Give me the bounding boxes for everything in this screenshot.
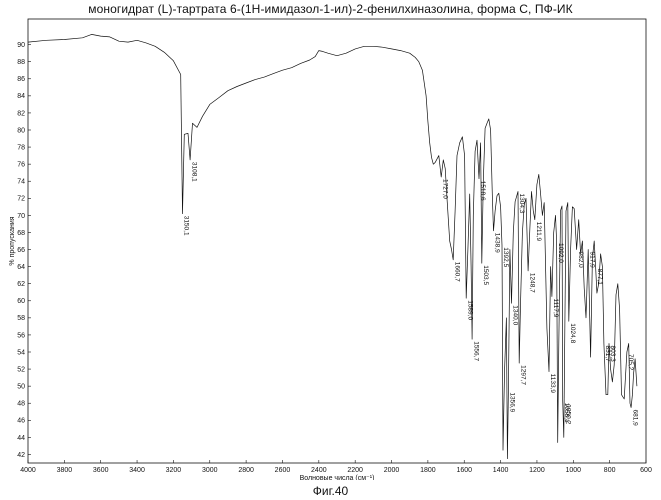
peak-label: 1392,5 xyxy=(502,247,509,267)
x-tick-label: 3800 xyxy=(57,467,73,474)
y-tick-label: 42 xyxy=(17,452,25,459)
peak-label: 1092,0 xyxy=(557,243,564,263)
x-tick-label: 1000 xyxy=(566,467,582,474)
peak-label: 917,9 xyxy=(588,252,595,269)
x-tick-label: 2000 xyxy=(384,467,400,474)
y-tick-label: 86 xyxy=(17,76,25,83)
ir-spectrum-chart: 42 44 46 48 50 52 54 56 58 60 62 64 66 68 70 72 74 76 78 80… xyxy=(0,0,661,480)
x-tick-label: 2400 xyxy=(311,467,327,474)
peak-label: 877,1 xyxy=(596,269,603,286)
y-tick-label: 68 xyxy=(17,230,25,237)
peak-label: 982,0 xyxy=(577,252,584,269)
y-tick-label: 58 xyxy=(17,315,25,322)
peak-label: 1518,6 xyxy=(479,181,486,201)
peak-label: 1727,0 xyxy=(441,179,448,199)
x-tick-label: 1200 xyxy=(529,467,545,474)
y-tick-label: 70 xyxy=(17,213,25,220)
x-tick-label: 1400 xyxy=(493,467,509,474)
x-tick-label: 1800 xyxy=(420,467,436,474)
x-tick-label: 1600 xyxy=(456,467,472,474)
peak-label: 1503,5 xyxy=(482,265,489,285)
y-tick-label: 64 xyxy=(17,264,25,271)
y-tick-label: 84 xyxy=(17,93,25,100)
y-tick-label: 76 xyxy=(17,162,25,169)
y-tick-label: 66 xyxy=(17,247,25,254)
peak-label: 1438,9 xyxy=(494,233,501,253)
x-tick-label: 2600 xyxy=(275,467,291,474)
x-tick-label: 2200 xyxy=(347,467,363,474)
peak-label: 1340,0 xyxy=(512,305,519,325)
y-tick-label: 56 xyxy=(17,332,25,339)
y-tick-label: 82 xyxy=(17,110,25,117)
y-tick-label: 72 xyxy=(17,196,25,203)
peak-label: 1050,2 xyxy=(564,404,571,424)
peak-label: 1024,8 xyxy=(569,323,576,343)
peak-label: 1211,9 xyxy=(535,222,542,242)
x-tick-label: 3200 xyxy=(166,467,182,474)
y-tick-label: 80 xyxy=(17,127,25,134)
peak-label: 1133,9 xyxy=(549,374,556,394)
peak-label: 1356,9 xyxy=(509,392,516,412)
x-tick-label: 800 xyxy=(604,467,616,474)
peak-label: 1248,7 xyxy=(528,273,535,293)
peak-label: 1117,9 xyxy=(552,299,559,318)
y-tick-label: 90 xyxy=(17,42,25,49)
peak-label: 3108,1 xyxy=(190,162,197,182)
x-axis-label: Волновые числа (см⁻¹) xyxy=(300,475,375,480)
peak-label: 1304,3 xyxy=(518,194,525,214)
x-tick-label: 4000 xyxy=(20,467,36,474)
peak-label: 1589,0 xyxy=(466,300,473,320)
peak-label: 1297,7 xyxy=(519,365,526,385)
peak-label: 1660,7 xyxy=(453,262,460,282)
peak-label: 681,9 xyxy=(631,410,638,427)
x-tick-label: 3400 xyxy=(129,467,145,474)
y-tick-label: 50 xyxy=(17,384,25,391)
y-axis-label: % пропускания xyxy=(9,216,16,265)
y-tick-label: 48 xyxy=(17,401,25,408)
peak-label: 3150,1 xyxy=(183,216,190,236)
y-tick-label: 54 xyxy=(17,349,25,356)
y-tick-label: 62 xyxy=(17,281,25,288)
y-tick-label: 88 xyxy=(17,59,25,66)
y-tick-label: 74 xyxy=(17,179,25,186)
y-tick-label: 46 xyxy=(17,418,25,425)
y-tick-label: 78 xyxy=(17,144,25,151)
x-tick-label: 2800 xyxy=(238,467,254,474)
figure-caption: Фиг.40 xyxy=(0,484,661,498)
peak-label: 1556,7 xyxy=(472,341,479,361)
x-tick-label: 3600 xyxy=(93,467,109,474)
y-tick-label: 52 xyxy=(17,366,25,373)
y-tick-label: 60 xyxy=(17,298,25,305)
peak-label: 803,3 xyxy=(609,346,616,363)
x-tick-label: 600 xyxy=(640,467,652,474)
x-tick-label: 3000 xyxy=(202,467,218,474)
spectrum-line xyxy=(28,34,637,458)
y-tick-label: 44 xyxy=(17,435,25,442)
peak-label: 705,2 xyxy=(627,354,634,371)
